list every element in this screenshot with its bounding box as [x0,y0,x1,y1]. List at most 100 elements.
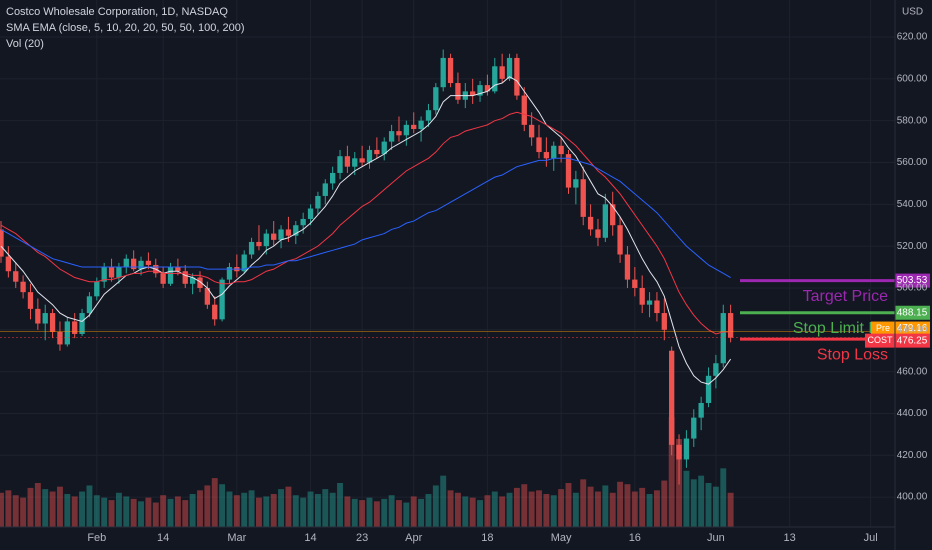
candle-body [573,179,579,188]
volume-bar [396,500,402,527]
candle-body [204,287,211,305]
volume-bar [108,500,115,527]
volume-bar [653,490,660,527]
candle-body [72,321,78,334]
y-tick-label: 600.00 [897,73,928,84]
level-value: 488.15 [897,307,928,318]
volume-bar [152,502,159,527]
volume-bar [64,494,71,527]
y-axis-label: USD [902,7,923,18]
volume-bar [42,489,49,527]
volume-bar [587,486,594,527]
candle-body [418,120,424,130]
level-tag [895,305,930,320]
volume-bar [314,494,321,527]
candle-body [64,321,70,345]
candle-body [617,225,623,255]
candle-body [602,204,608,238]
volume-bar [403,502,410,527]
volume-bar [521,484,528,527]
volume-bar [609,492,616,527]
volume-bar [101,497,108,527]
y-tick-label: 440.00 [897,408,928,419]
volume-bar [440,475,447,527]
volume-bar [145,497,152,527]
volume-bar [381,498,388,527]
volume-bar [639,487,646,527]
volume-bar [182,500,189,527]
moving-average-line [0,76,732,385]
candle-body [241,254,247,272]
candle-body [226,267,233,280]
x-tick-label: May [551,532,572,544]
price-tag-value: 476.25 [897,335,928,346]
volume-bar [602,485,609,527]
y-tick-label: 580.00 [897,115,928,126]
volume-bar [160,495,167,527]
price-tag-name: COST [867,335,893,345]
volume-bar [484,495,491,527]
candle-body [632,279,638,288]
candle-body [610,204,616,226]
candle-body [506,57,513,79]
volume-bar [248,490,255,527]
price-tag-value: 479.16 [897,323,928,334]
volume-bar [595,491,601,527]
volume-bar [322,489,329,527]
candle-body [307,208,314,219]
volume-bar [388,495,395,527]
x-tick-label: 13 [783,532,795,544]
candle-body [366,149,373,163]
volume-bar [366,497,373,527]
candle-body [676,444,682,460]
volume-bar [204,485,211,527]
volume-bar [624,484,631,527]
candle-body [551,145,557,159]
candle-body [720,313,726,364]
level-label: Stop Loss [817,346,888,363]
volume-bar [20,497,27,527]
candle-body [322,183,328,196]
volume-bar [307,491,314,527]
x-tick-label: 14 [304,532,316,544]
volume-bar [241,492,248,527]
y-tick-label: 540.00 [897,199,928,210]
candle-body [94,281,100,297]
candle-body [5,256,12,272]
volume-bar [550,495,557,527]
volume-bar [174,496,181,527]
level-tag [895,273,930,288]
volume-bar [5,490,12,527]
candle-body [20,281,26,293]
level-label: Stop Limit Bu [793,320,888,337]
volume-bar [720,468,727,527]
volume-bar [130,498,137,527]
candle-body [646,300,653,305]
candle-body [558,145,564,155]
volume-bar [189,494,196,527]
candle-body [293,225,299,236]
candle-body [182,271,188,284]
candle-body [565,154,572,188]
candle-body [248,241,255,255]
volume-bar [71,496,78,527]
indicator-label: SMA EMA (close, 5, 10, 20, 20, 50, 50, 1… [6,22,244,34]
candle-body [79,313,85,334]
volume-bar [410,496,417,527]
volume-bar [447,490,454,527]
price-tag [895,321,930,336]
volume-bar [0,492,4,527]
candle-body [189,277,196,284]
volume-bar [123,496,130,527]
candle-body [499,66,505,79]
volume-bar [57,486,63,527]
candle-body [35,308,41,324]
x-tick-label: Feb [87,532,106,544]
candle-body [713,363,719,376]
volume-bar [462,496,469,527]
candle-body [116,267,122,278]
volume-bar [418,498,425,527]
price-tag-name-box [865,333,895,348]
